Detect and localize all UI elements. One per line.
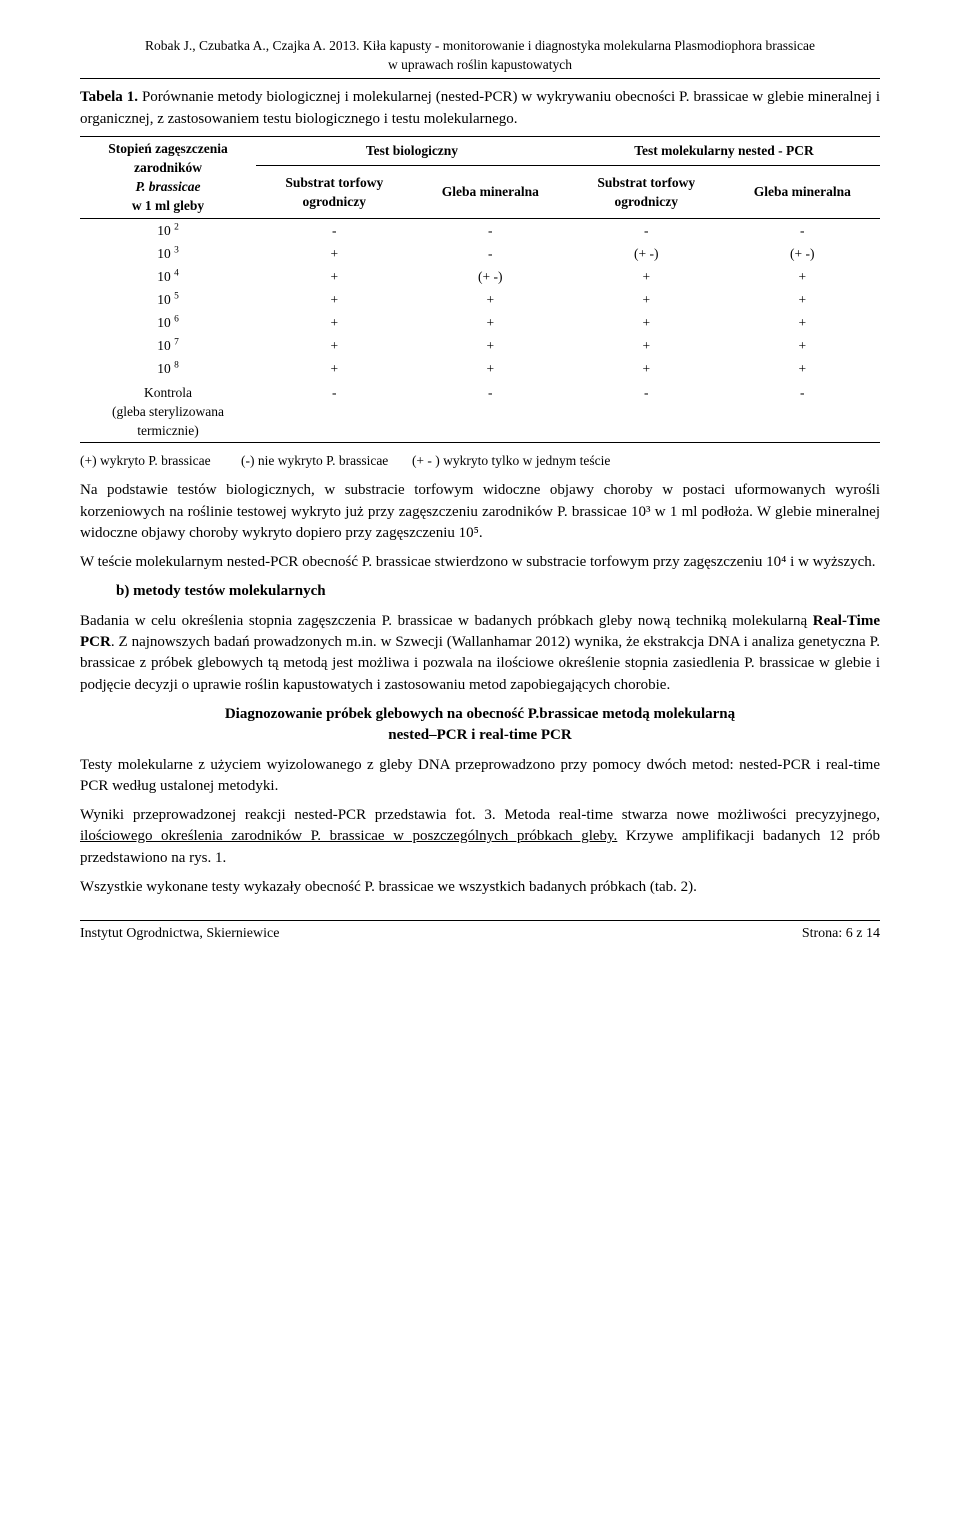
table-rowlabel-control: Kontrola(gleba sterylizowanatermicznie): [80, 381, 256, 443]
table-rowlabel: 10 4: [80, 265, 256, 288]
table-subheader: Gleba mineralna: [725, 166, 880, 218]
table-cell: -: [568, 218, 725, 242]
table-cell: +: [413, 334, 568, 357]
table-cell: +: [568, 311, 725, 334]
table-legend: (+) wykryto P. brassicae (-) nie wykryto…: [80, 451, 880, 470]
comparison-table: Stopień zagęszczeniazarodnikówP. brassic…: [80, 136, 880, 443]
table-cell: -: [256, 381, 413, 443]
para-6a: Wyniki przeprowadzonej reakcji nested-PC…: [80, 807, 880, 823]
subhead-b: b) metody testów molekularnych: [80, 581, 880, 602]
legend-c: (+ - ) wykryto tylko w jednym teście: [412, 453, 610, 468]
table-cell: +: [256, 357, 413, 380]
table-rowlabel: 10 3: [80, 242, 256, 265]
table-cell: +: [568, 288, 725, 311]
table-cell: +: [725, 288, 880, 311]
table-cell: +: [256, 334, 413, 357]
center-heading: Diagnozowanie próbek glebowych na obecno…: [80, 704, 880, 747]
table-cell: -: [725, 218, 880, 242]
table-cell: +: [256, 242, 413, 265]
table-cell: +: [256, 288, 413, 311]
header-line1: Robak J., Czubatka A., Czajka A. 2013. K…: [145, 38, 815, 53]
header-rule: [80, 78, 880, 79]
para-1: Na podstawie testów biologicznych, w sub…: [80, 480, 880, 544]
table-cell: +: [725, 334, 880, 357]
table-cell: (+ -): [413, 265, 568, 288]
table-cell: +: [725, 265, 880, 288]
table-cell: -: [413, 218, 568, 242]
table-subheader: Gleba mineralna: [413, 166, 568, 218]
table-cell: (+ -): [725, 242, 880, 265]
para-5: Testy molekularne z użyciem wyizolowaneg…: [80, 755, 880, 798]
legend-a: (+) wykryto P. brassicae: [80, 453, 211, 468]
table-cell: +: [568, 265, 725, 288]
footer-left: Instytut Ogrodnictwa, Skierniewice: [80, 924, 279, 944]
table-group1: Test biologiczny: [256, 136, 568, 165]
table-rowlabel: 10 8: [80, 357, 256, 380]
table-cell: -: [568, 381, 725, 443]
para-6u: ilościowego określenia zarodników P. bra…: [80, 828, 617, 844]
center-heading-2: nested–PCR i real-time PCR: [388, 727, 571, 743]
page-header: Robak J., Czubatka A., Czajka A. 2013. K…: [80, 36, 880, 78]
table-cell: (+ -): [568, 242, 725, 265]
table-cell: +: [725, 357, 880, 380]
table-cell: +: [413, 311, 568, 334]
table-cell: -: [725, 381, 880, 443]
para-4: Badania w celu określenia stopnia zagęsz…: [80, 611, 880, 696]
table-cell: +: [568, 334, 725, 357]
table-cell: +: [256, 311, 413, 334]
header-line2: w uprawach roślin kapustowatych: [388, 57, 572, 72]
table-subheader: Substrat torfowyogrodniczy: [568, 166, 725, 218]
table-caption: Tabela 1. Porównanie metody biologicznej…: [80, 87, 880, 130]
table-cell: +: [413, 288, 568, 311]
para-4a: Badania w celu określenia stopnia zagęsz…: [80, 613, 813, 629]
table-caption-text: Porównanie metody biologicznej i molekul…: [80, 89, 880, 126]
para-6: Wyniki przeprowadzonej reakcji nested-PC…: [80, 805, 880, 869]
center-heading-1: Diagnozowanie próbek glebowych na obecno…: [225, 706, 735, 722]
table-caption-lead: Tabela 1.: [80, 89, 138, 105]
para-4c: . Z najnowszych badań prowadzonych m.in.…: [80, 634, 880, 693]
table-stub-header: Stopień zagęszczeniazarodnikówP. brassic…: [80, 136, 256, 218]
table-cell: -: [413, 381, 568, 443]
table-cell: +: [568, 357, 725, 380]
table-rowlabel: 10 2: [80, 218, 256, 242]
table-cell: +: [725, 311, 880, 334]
footer-right: Strona: 6 z 14: [802, 924, 880, 944]
page-footer: Instytut Ogrodnictwa, Skierniewice Stron…: [80, 920, 880, 944]
table-cell: -: [256, 218, 413, 242]
table-rowlabel: 10 6: [80, 311, 256, 334]
table-subheader: Substrat torfowyogrodniczy: [256, 166, 413, 218]
para-2: W teście molekularnym nested-PCR obecnoś…: [80, 552, 880, 573]
table-rowlabel: 10 5: [80, 288, 256, 311]
table-group2: Test molekularny nested - PCR: [568, 136, 880, 165]
table-cell: +: [256, 265, 413, 288]
para-7: Wszystkie wykonane testy wykazały obecno…: [80, 877, 880, 898]
table-cell: -: [413, 242, 568, 265]
table-rowlabel: 10 7: [80, 334, 256, 357]
table-cell: +: [413, 357, 568, 380]
legend-b: (-) nie wykryto P. brassicae: [241, 453, 388, 468]
